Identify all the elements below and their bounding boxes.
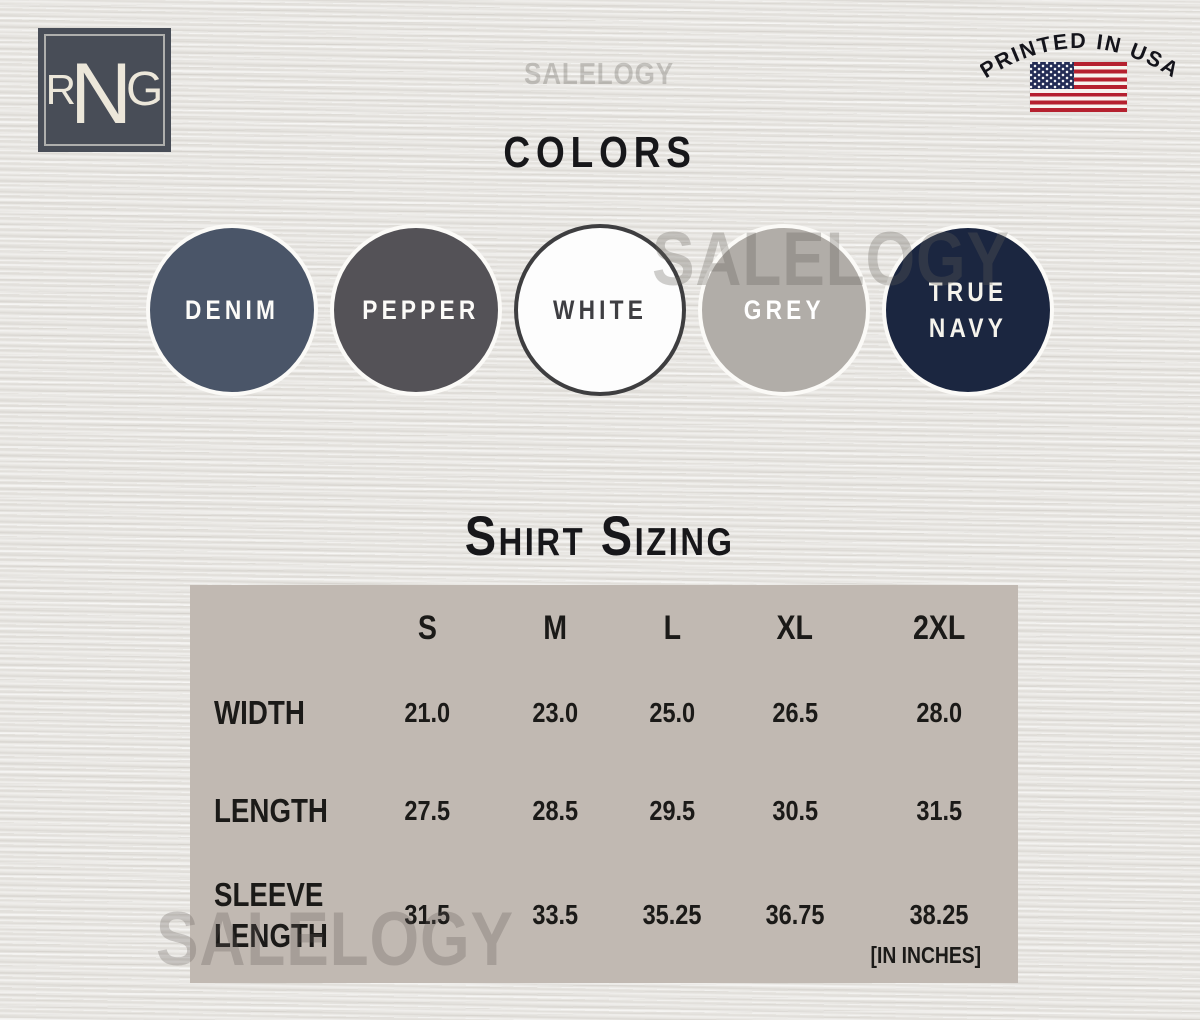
logo-inner-border	[44, 34, 165, 146]
color-swatch-grey: GREY	[698, 224, 870, 396]
size-cell-length-xl: 30.5	[772, 795, 818, 826]
size-row-label-sleeve-length: SLEEVE LENGTH	[214, 875, 328, 954]
size-cell-width-2xl: 28.0	[916, 697, 962, 728]
size-column-header-2xl: 2XL	[912, 609, 966, 647]
shirt-sizing-title: Shirt Sizing	[465, 504, 735, 567]
color-swatch-pepper: PEPPER	[330, 224, 502, 396]
size-table: S M L XL 2XL WIDTH 21.0 23.0 25.0 26.5 2…	[190, 585, 1018, 983]
size-cell-sleeve-2xl: 38.25	[909, 899, 969, 930]
color-swatch-row: DENIM PEPPER WHITE GREY TRUE NAVY	[146, 224, 1054, 396]
size-column-header-xl: XL	[776, 609, 814, 647]
size-cell-length-l: 29.5	[649, 795, 696, 826]
size-cell-width-s: 21.0	[404, 697, 451, 728]
color-swatch-white: WHITE	[514, 224, 686, 396]
size-cell-sleeve-s: 31.5	[404, 899, 451, 930]
colors-section-title: COLORS	[503, 128, 697, 177]
color-swatch-label: WHITE	[552, 294, 648, 325]
size-cell-width-l: 25.0	[649, 697, 696, 728]
size-row-label-width: WIDTH	[214, 694, 305, 732]
size-cell-width-m: 23.0	[532, 697, 578, 728]
watermark-bottom: SALELOGY	[156, 897, 514, 982]
watermark-middle: SALELOGY	[652, 217, 1010, 302]
usa-flag-icon	[1030, 62, 1127, 112]
size-cell-length-m: 28.5	[532, 795, 578, 826]
logo-letter-n: N	[69, 46, 133, 142]
size-cell-length-s: 27.5	[404, 795, 451, 826]
usa-flag-canton	[1030, 62, 1074, 89]
size-column-header-s: S	[417, 609, 438, 647]
printed-in-usa-badge: PRINTED IN USA	[980, 18, 1180, 118]
size-cell-length-2xl: 31.5	[916, 795, 962, 826]
size-row-label-length: LENGTH	[214, 792, 328, 830]
color-swatch-label: PEPPER	[362, 294, 480, 325]
watermark-top: SALELOGY	[524, 56, 674, 91]
color-swatch-label: DENIM	[184, 294, 280, 325]
size-column-header-l: L	[663, 609, 682, 647]
size-cell-sleeve-xl: 36.75	[765, 899, 825, 930]
logo-letter-r: R	[45, 66, 76, 113]
size-column-header-m: M	[543, 609, 567, 647]
units-note: [IN INCHES]	[870, 942, 982, 968]
logo-monogram: R N G	[38, 28, 171, 152]
color-swatch-denim: DENIM	[146, 224, 318, 396]
brand-logo: R N G	[38, 28, 171, 152]
logo-letter-g: G	[126, 63, 164, 116]
size-cell-width-xl: 26.5	[772, 697, 818, 728]
color-swatch-true-navy: TRUE NAVY	[882, 224, 1054, 396]
size-cell-sleeve-m: 33.5	[532, 899, 578, 930]
color-swatch-label: TRUE NAVY	[928, 276, 1008, 343]
size-cell-sleeve-l: 35.25	[643, 899, 702, 930]
color-swatch-label: GREY	[743, 294, 825, 325]
